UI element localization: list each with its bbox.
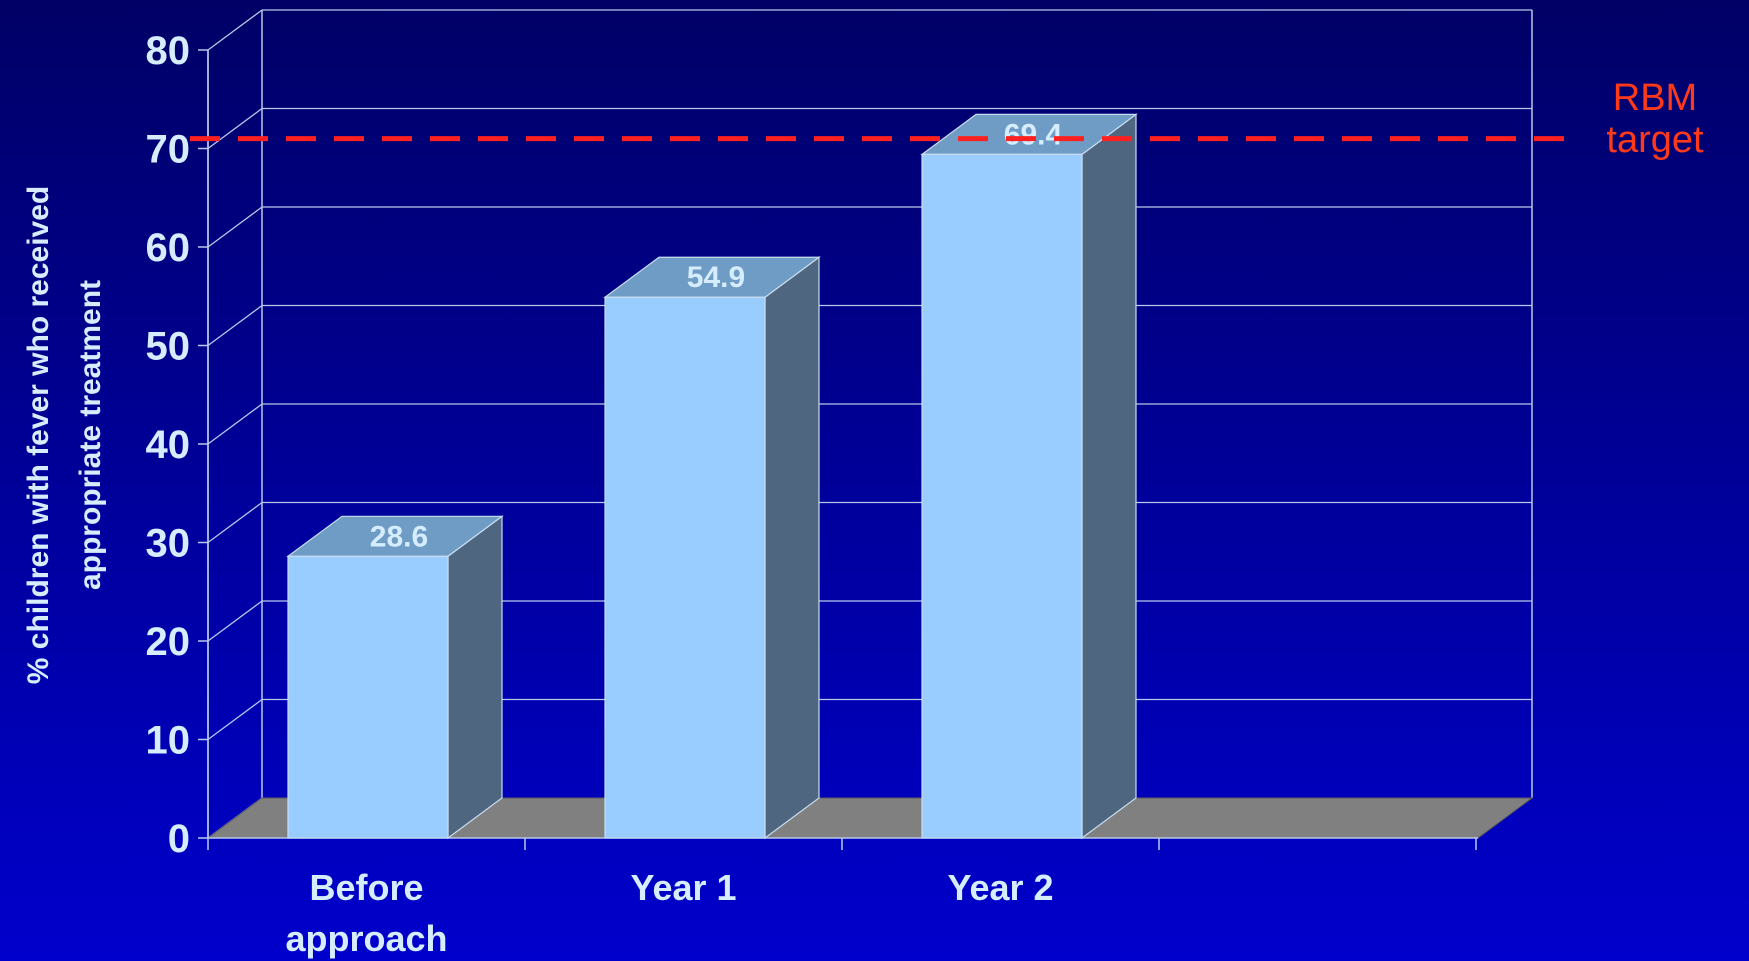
gridline-diagonal-20	[207, 600, 263, 642]
bar-1: 54.9	[603, 256, 821, 840]
y-tick-label-60: 60	[146, 226, 191, 270]
bars: 28.6 54.9 69.4	[286, 113, 1138, 840]
x-tick-label-0: Before approach	[285, 867, 447, 959]
bar-side-0	[447, 515, 503, 840]
data-label-2: 69.4	[1004, 118, 1063, 151]
bar-0: 28.6	[286, 515, 504, 840]
y-tick-label-50: 50	[146, 325, 191, 369]
bar-front-1	[604, 296, 766, 839]
bar-front-2	[921, 153, 1083, 839]
y-axis: 0 10 20 30 40 50 60 70 80	[146, 29, 209, 861]
x-tick-label-1: Year 1	[630, 867, 736, 908]
y-tick-label-10: 10	[146, 719, 191, 763]
data-label-0: 28.6	[370, 520, 428, 553]
gridline-diagonal-70	[207, 107, 263, 150]
y-tick-label-30: 30	[146, 522, 191, 566]
gridline-diagonal-10	[207, 698, 263, 741]
gridline-diagonal-30	[207, 501, 263, 544]
y-tick-label-20: 20	[146, 620, 191, 664]
x-tick-label-2: Year 2	[947, 867, 1053, 908]
gridline-diagonal-50	[207, 304, 263, 347]
y-tick-label-70: 70	[146, 128, 191, 172]
y-tick-label-80: 80	[146, 29, 191, 73]
bar-side-1	[764, 256, 820, 840]
gridline-diagonal-60	[207, 206, 263, 248]
gridline-diagonal-80	[207, 9, 263, 51]
y-axis-label: % children with fever who received approp…	[22, 186, 107, 685]
gridline-diagonal-40	[207, 403, 263, 445]
x-axis: Before approach Year 1 Year 2	[207, 837, 1478, 959]
rbm-target-line: RBM target	[190, 77, 1704, 161]
y-axis-title: % children with fever who received approp…	[22, 186, 107, 685]
bar-2: 69.4	[920, 113, 1138, 840]
bar-front-0	[287, 555, 449, 839]
y-tick-label-0: 0	[168, 817, 190, 861]
target-label: RBM target	[1606, 77, 1704, 161]
data-label-1: 54.9	[687, 261, 745, 294]
y-tick-label-40: 40	[146, 423, 191, 467]
bar-side-2	[1081, 113, 1137, 840]
